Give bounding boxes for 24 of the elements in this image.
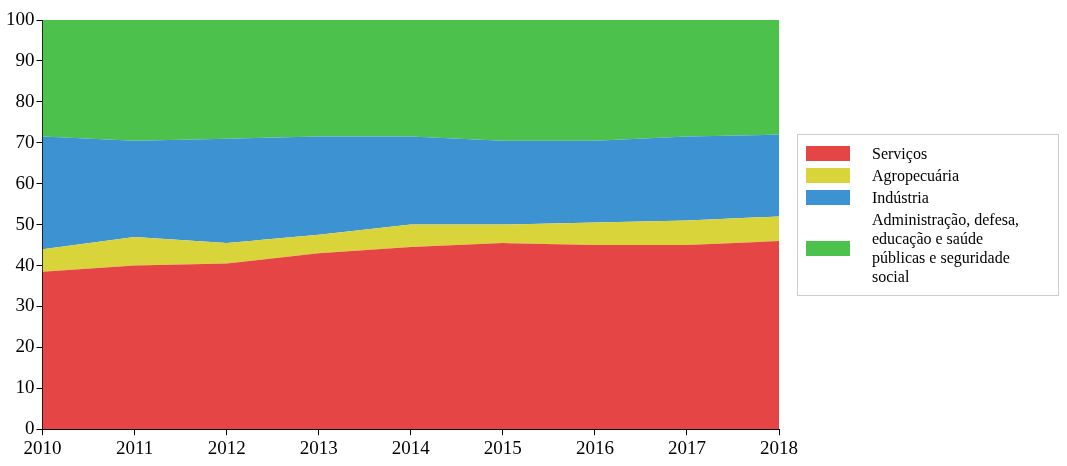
x-tick-label: 2010 bbox=[23, 436, 62, 458]
x-tick-label: 2017 bbox=[667, 436, 706, 458]
x-tick-label: 2014 bbox=[391, 436, 431, 458]
y-tick-label: 0 bbox=[25, 417, 35, 439]
legend-label: Administração, defesa, educação e saúde públicas e seguridade social bbox=[872, 210, 1021, 286]
y-tick-label: 30 bbox=[15, 294, 35, 316]
legend-label: Agropecuária bbox=[872, 166, 960, 185]
x-tick-label: 2018 bbox=[760, 436, 798, 458]
y-tick-label: 10 bbox=[15, 376, 35, 398]
y-tick-label: 90 bbox=[15, 48, 35, 70]
legend-label: Indústria bbox=[872, 188, 929, 207]
y-tick-label: 40 bbox=[15, 253, 35, 275]
y-tick-label: 50 bbox=[15, 212, 35, 234]
x-tick-label: 2015 bbox=[483, 436, 522, 458]
x-tick-label: 2016 bbox=[575, 436, 614, 458]
x-tick-label: 2011 bbox=[115, 436, 154, 458]
y-tick-label: 100 bbox=[6, 7, 35, 29]
x-tick-label: 2013 bbox=[299, 436, 338, 458]
x-tick-label: 2012 bbox=[207, 436, 246, 458]
legend-label: Serviços bbox=[872, 144, 928, 163]
y-tick-label: 60 bbox=[15, 171, 35, 193]
y-tick-label: 80 bbox=[15, 89, 35, 111]
y-tick-label: 70 bbox=[15, 130, 35, 152]
y-tick-label: 20 bbox=[15, 335, 35, 357]
